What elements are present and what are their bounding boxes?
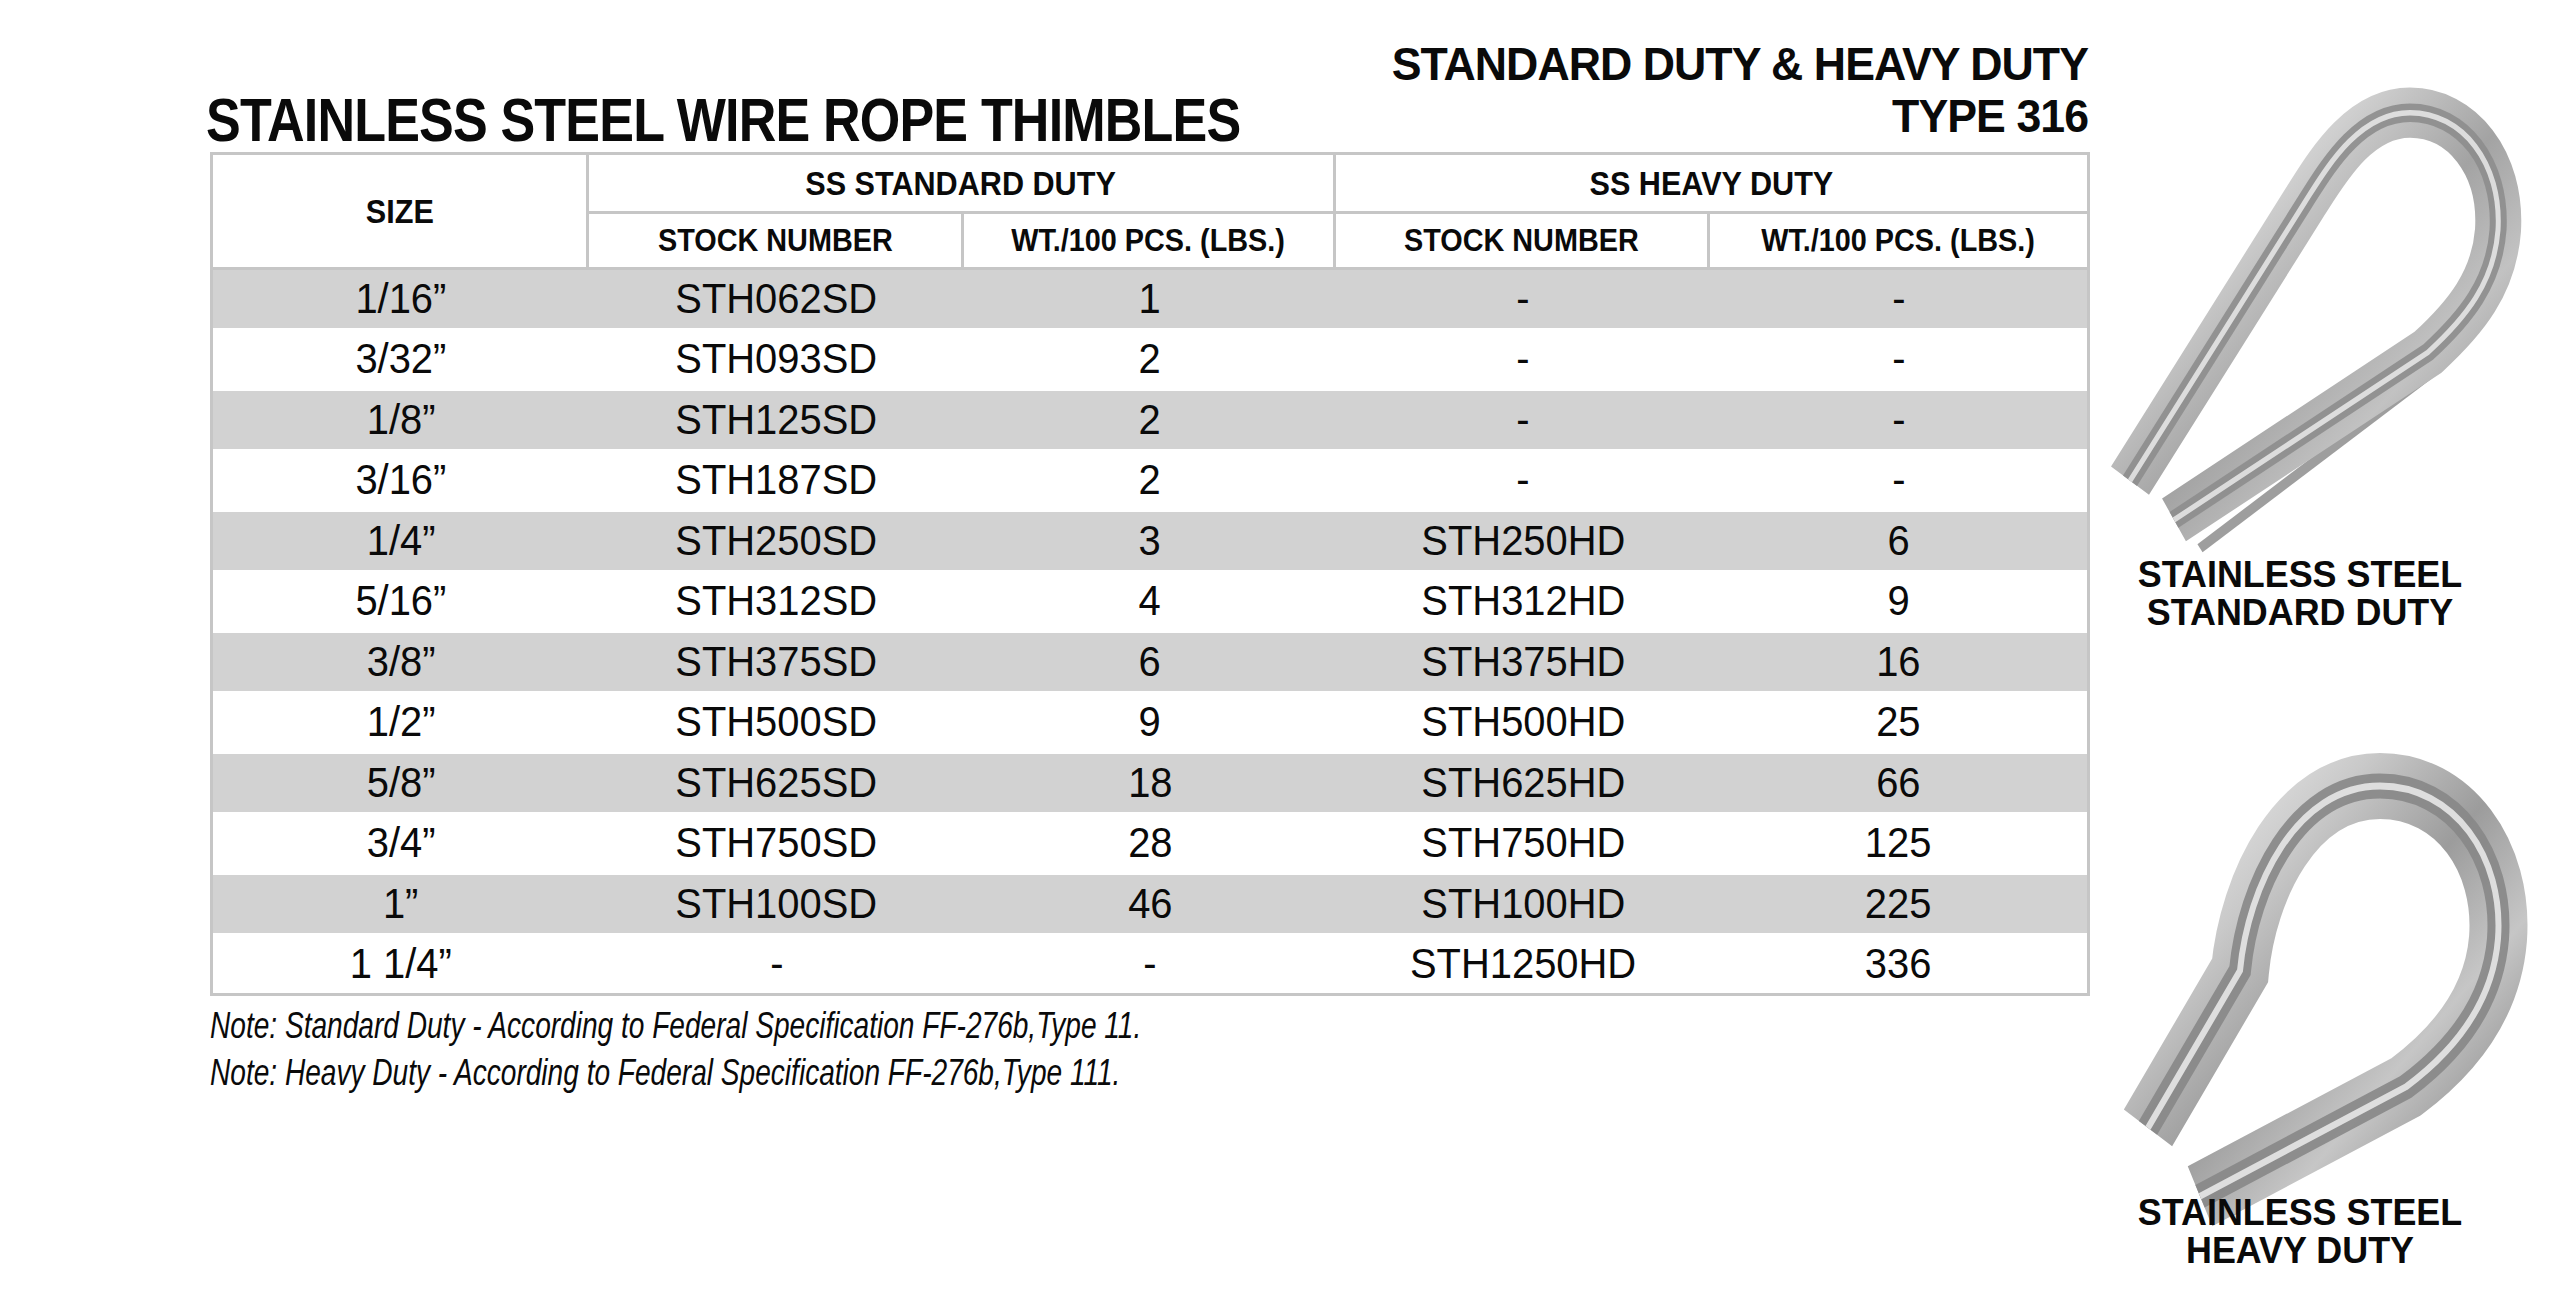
size-value: 1/4” xyxy=(367,520,436,562)
table-row: 1 1/4” - - STH1250HD 336 xyxy=(213,936,2087,994)
sd-stock-value: STH500SD xyxy=(676,701,878,743)
hd-stock-value: STH500HD xyxy=(1421,701,1625,743)
sd-weight-value: 28 xyxy=(1128,822,1172,864)
hd-weight-value: - xyxy=(1892,278,1905,320)
hd-weight-value: 225 xyxy=(1865,883,1932,925)
hd-weight-value: 336 xyxy=(1865,943,1932,985)
sd-stock-value: STH093SD xyxy=(676,338,878,380)
product-table: SIZE SS STANDARD DUTY SS HEAVY DUTY STOC… xyxy=(210,152,2090,996)
sd-stock-value: STH125SD xyxy=(676,399,878,441)
hd-stock-value: STH625HD xyxy=(1421,762,1625,804)
table-row: 3/16” STH187SD 2 - - xyxy=(213,452,2087,513)
heading-right-line1: STANDARD DUTY & HEAVY DUTY xyxy=(1392,38,2088,90)
hd-weight-value: 25 xyxy=(1876,701,1920,743)
hd-weight-value: - xyxy=(1892,338,1905,380)
sd-weight-value: - xyxy=(1143,943,1156,985)
table-row: 1/16” STH062SD 1 - - xyxy=(213,270,2087,331)
sd-weight-value: 4 xyxy=(1139,580,1161,622)
footnotes: Note: Standard Duty - According to Feder… xyxy=(210,1002,1404,1096)
table-row: 1” STH100SD 46 STH100HD 225 xyxy=(213,875,2087,936)
table-row: 1/2” STH500SD 9 STH500HD 25 xyxy=(213,694,2087,755)
table-header: SIZE SS STANDARD DUTY SS HEAVY DUTY STOC… xyxy=(213,155,2087,267)
hd-weight-value: - xyxy=(1892,459,1905,501)
table-row: 1/4” STH250SD 3 STH250HD 6 xyxy=(213,512,2087,573)
heavy-duty-thimble-image xyxy=(2100,745,2550,1235)
hd-weight-value: 16 xyxy=(1876,641,1920,683)
hd-stock-value: STH375HD xyxy=(1421,641,1625,683)
sd-weight-value: 18 xyxy=(1128,762,1172,804)
group-header-heavy-duty: SS HEAVY DUTY xyxy=(1336,155,2087,214)
size-value: 5/8” xyxy=(367,762,436,804)
sd-weight-value: 9 xyxy=(1139,701,1161,743)
sd-stock-value: STH100SD xyxy=(676,883,878,925)
hd-weight-value: 125 xyxy=(1865,822,1932,864)
sd-stock-value: - xyxy=(770,943,783,985)
table-row: 3/4” STH750SD 28 STH750HD 125 xyxy=(213,815,2087,876)
heading-right: STANDARD DUTY & HEAVY DUTY TYPE 316 xyxy=(1355,38,2088,142)
hd-stock-value: STH750HD xyxy=(1421,822,1625,864)
size-value: 1/16” xyxy=(356,278,447,320)
heavy-duty-caption: STAINLESS STEEL HEAVY DUTY xyxy=(2090,1194,2510,1270)
hd-weight-value: 9 xyxy=(1887,580,1909,622)
sd-stock-value: STH375SD xyxy=(676,641,878,683)
table-row: 5/16” STH312SD 4 STH312HD 9 xyxy=(213,573,2087,634)
page-title: STAINLESS STEEL WIRE ROPE THIMBLES xyxy=(206,84,1240,155)
hd-stock-value: - xyxy=(1516,459,1529,501)
group-header-standard-duty: SS STANDARD DUTY xyxy=(589,155,1336,214)
table-row: 3/32” STH093SD 2 - - xyxy=(213,331,2087,392)
col-header-weight-sd: WT./100 PCS. (LBS.) xyxy=(964,214,1336,267)
size-value: 3/16” xyxy=(356,459,447,501)
col-header-size: SIZE xyxy=(213,155,589,267)
sd-weight-value: 1 xyxy=(1139,278,1161,320)
sd-weight-value: 6 xyxy=(1139,641,1161,683)
sd-weight-value: 2 xyxy=(1139,459,1161,501)
size-value: 5/16” xyxy=(356,580,447,622)
sd-weight-value: 46 xyxy=(1128,883,1172,925)
size-value: 1” xyxy=(383,883,418,925)
col-header-weight-hd: WT./100 PCS. (LBS.) xyxy=(1710,214,2087,267)
sd-stock-value: STH062SD xyxy=(676,278,878,320)
sd-stock-value: STH250SD xyxy=(676,520,878,562)
sd-stock-value: STH750SD xyxy=(676,822,878,864)
table-row: 5/8” STH625SD 18 STH625HD 66 xyxy=(213,754,2087,815)
size-value: 1/8” xyxy=(367,399,436,441)
hd-stock-value: STH250HD xyxy=(1421,520,1625,562)
sd-stock-value: STH625SD xyxy=(676,762,878,804)
heading-right-line2: TYPE 316 xyxy=(1392,90,2088,142)
sd-weight-value: 3 xyxy=(1139,520,1161,562)
size-value: 1/2” xyxy=(367,701,436,743)
size-value: 3/32” xyxy=(356,338,447,380)
sd-stock-value: STH312SD xyxy=(676,580,878,622)
hd-stock-value: - xyxy=(1516,399,1529,441)
hd-stock-value: - xyxy=(1516,278,1529,320)
table-row: 1/8” STH125SD 2 - - xyxy=(213,391,2087,452)
standard-duty-thimble-image xyxy=(2100,80,2550,570)
hd-stock-value: STH1250HD xyxy=(1410,943,1636,985)
hd-weight-value: 6 xyxy=(1887,520,1909,562)
col-header-stock-number-hd: STOCK NUMBER xyxy=(1336,214,1710,267)
size-value: 1 1/4” xyxy=(350,943,452,985)
sd-weight-value: 2 xyxy=(1139,338,1161,380)
sd-stock-value: STH187SD xyxy=(676,459,878,501)
table-row: 3/8” STH375SD 6 STH375HD 16 xyxy=(213,633,2087,694)
hd-weight-value: - xyxy=(1892,399,1905,441)
size-value: 3/4” xyxy=(367,822,436,864)
note-heavy-duty: Note: Heavy Duty - According to Federal … xyxy=(210,1049,1141,1096)
hd-stock-value: STH312HD xyxy=(1421,580,1625,622)
size-value: 3/8” xyxy=(367,641,436,683)
sd-weight-value: 2 xyxy=(1139,399,1161,441)
hd-stock-value: - xyxy=(1516,338,1529,380)
hd-weight-value: 66 xyxy=(1876,762,1920,804)
catalog-page: STAINLESS STEEL WIRE ROPE THIMBLES STAND… xyxy=(0,0,2550,1308)
hd-stock-value: STH100HD xyxy=(1421,883,1625,925)
table-body: 1/16” STH062SD 1 - - 3/32” STH093SD 2 - … xyxy=(213,267,2087,993)
standard-duty-caption: STAINLESS STEEL STANDARD DUTY xyxy=(2090,556,2510,632)
col-header-stock-number-sd: STOCK NUMBER xyxy=(589,214,964,267)
note-standard-duty: Note: Standard Duty - According to Feder… xyxy=(210,1002,1141,1049)
